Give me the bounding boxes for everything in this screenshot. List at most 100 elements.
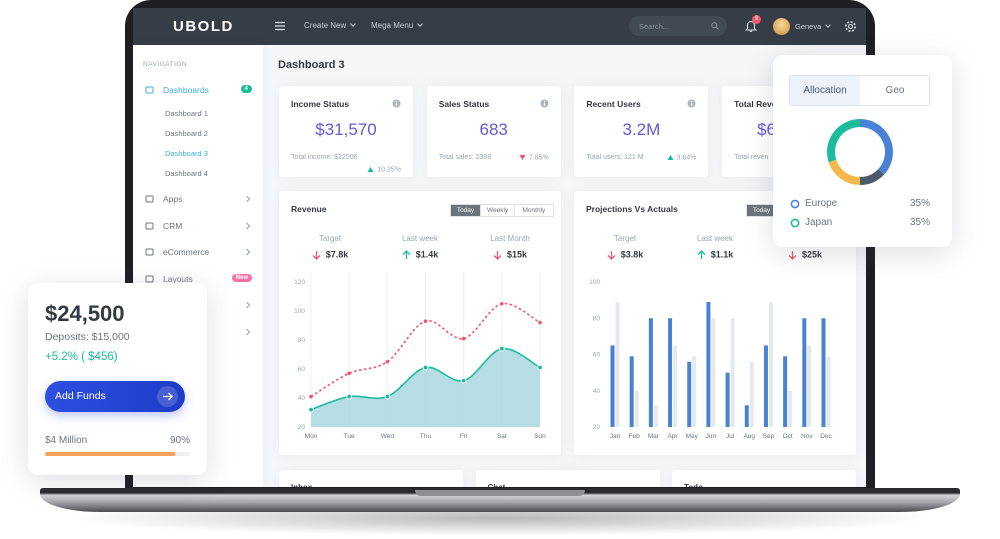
card-title: Revenue [291,204,327,214]
stat-label: Last week [401,234,439,243]
point [308,406,314,413]
avatar[interactable] [773,18,790,35]
stat-change: 10.25% [367,166,401,173]
chevron [246,248,251,256]
icon-part [246,328,251,335]
allocation-card: Allocation Geo Europe 35% Japan 35% [773,55,952,247]
nav-subitem[interactable]: Dashboard 1 [165,109,208,118]
x-tick-label: Mar [648,433,660,440]
trend-arrow [788,250,797,260]
progress-track [45,452,190,456]
icon-part [246,195,251,203]
icon-part [395,100,398,103]
x-tick-label: Feb [629,433,641,440]
search-box[interactable]: Search... [629,16,727,36]
tab[interactable]: Monthly [514,204,554,217]
trend-arrow [519,155,526,160]
search-icon [711,22,719,30]
stat-label: Last Month [490,234,530,243]
nav-subitem[interactable]: Dashboard 2 [165,129,208,138]
bar [768,301,773,427]
icon-part [145,248,154,256]
stat: $1.4k [380,249,460,260]
info-icon [540,99,549,108]
donut-segment [859,168,885,185]
nav-subitem[interactable]: Dashboard 4 [165,169,208,178]
tab[interactable]: Geo [860,76,929,105]
stat-value: 3.2M [622,120,661,139]
user-name[interactable]: Geneva [795,22,830,31]
icon-part [145,86,154,94]
tab[interactable]: Allocation [790,76,860,105]
point [384,393,391,400]
bottom-card: Todo [672,470,856,487]
legend-name: Japan [805,217,833,228]
y-tick-label: 60 [298,366,306,373]
bar [648,318,653,427]
nav-item[interactable]: Dashboards [163,85,209,95]
x-tick-label: Mon [305,433,318,440]
bar [749,361,754,427]
y-tick-label: 20 [593,424,601,431]
stat-footer: Total sales: 2398 [438,154,492,161]
stat-title: Recent Users [586,99,641,109]
icon-part [790,218,800,228]
card-title: Chat [488,483,506,487]
y-tick-label: 20 [298,424,306,431]
x-tick-label: Jun [706,433,717,440]
legend-name: Europe [805,198,838,209]
legend-marker [790,199,800,209]
x-tick-label: May [686,433,699,440]
trend-arrow [667,155,674,160]
menu-toggle [275,21,285,31]
laptop-notch [415,490,585,496]
icon-part [493,250,502,260]
bottom-card: Chat [475,470,660,487]
bottom-card: Inbox [279,470,463,487]
icon-part [275,21,285,31]
menu-item[interactable]: Create New [304,21,355,30]
stat-footer: Total income: $22506 [291,154,358,161]
bar [668,318,673,427]
bar [763,345,768,427]
point [309,394,313,399]
card-title: Inbox [291,483,312,487]
nav-item[interactable]: Apps [163,194,183,204]
icon-part [715,26,719,30]
x-tick-label: Sun [534,433,546,440]
x-tick-label: Wed [381,433,395,440]
point [385,359,390,364]
nav-item[interactable]: CRM [163,220,183,231]
stat-card: Income Status $31,570 Total income: $22506… [279,86,413,177]
revenue-card: Revenue Today Weekly Monthly Target $7.8k Last… [279,191,561,455]
revenue-chart: 20 40 60 80 100 120 Mon Tue Wed Thu Fri Sat Sun [294,272,546,440]
button-arrow [157,386,178,407]
nav-item[interactable]: eCommerce [163,247,210,257]
settings-icon [845,21,856,32]
point [422,364,429,371]
bar [673,345,678,427]
stat-label: Last week [696,234,734,243]
bar [730,318,735,427]
stat: $3.8k [585,249,665,260]
nav-subitem[interactable]: Dashboard 3 [165,149,208,158]
point [500,301,504,306]
icon-part [246,301,251,309]
icon-part [145,275,154,282]
projections-chart: 20 40 60 80 100 Jan Feb Mar Apr May Jun Jul Aug Sep Oc… [589,279,832,440]
icon-part [607,250,616,260]
stat-value: $25k [801,249,823,260]
nav-item[interactable]: Layouts [163,273,193,284]
amount: $24,500 [45,301,125,326]
x-tick-label: Apr [667,433,678,440]
add-funds-button[interactable]: Add Funds [45,381,185,412]
trend-arrow [607,250,616,260]
bar [783,356,788,427]
progress-bar [45,452,176,456]
menu-item[interactable]: Mega Menu [371,21,422,30]
x-tick-label: Sat [497,433,507,440]
bar [692,356,697,427]
point [461,336,466,341]
nav-heading: NAVIGATION [143,61,188,68]
bar [744,405,749,427]
